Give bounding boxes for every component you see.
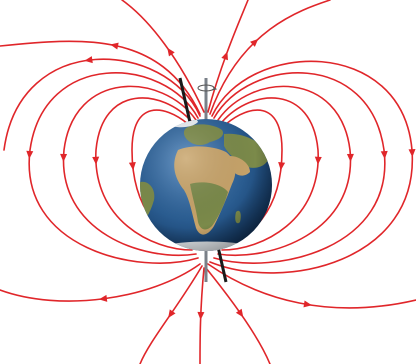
field-direction-arrow — [221, 51, 228, 61]
rotation-arrow-icon — [197, 84, 218, 92]
field-direction-arrow — [278, 162, 286, 171]
field-direction-arrow — [408, 149, 416, 158]
field-direction-arrow — [167, 47, 175, 57]
field-arrows — [26, 38, 416, 320]
field-direction-arrow — [235, 308, 244, 318]
field-direction-arrow — [197, 311, 205, 320]
field-line-left-4 — [28, 72, 199, 264]
field-direction-arrow — [250, 38, 259, 47]
field-line-right-8 — [205, 267, 271, 364]
field-direction-arrow — [303, 300, 312, 308]
field-line-right-3 — [217, 85, 352, 256]
field-line-right-9 — [207, 0, 249, 113]
field-direction-arrow — [168, 309, 176, 318]
field-line-right-7 — [207, 263, 416, 309]
field-direction-arrow — [380, 150, 388, 160]
field-direction-arrow — [98, 294, 108, 302]
field-line-left-9 — [121, 0, 205, 113]
field-direction-arrow — [128, 162, 136, 171]
field-direction-arrow — [60, 153, 68, 162]
field-direction-arrow — [314, 156, 322, 165]
field-line-right-2 — [221, 97, 319, 251]
field-direction-arrow — [110, 42, 119, 50]
field-line-right-6 — [209, 0, 331, 115]
field-direction-arrow — [92, 156, 100, 165]
field-direction-arrow — [84, 56, 93, 64]
field-line-left-10 — [199, 267, 205, 364]
field-line-left-7 — [0, 263, 201, 302]
field-line-right-4 — [213, 72, 386, 264]
field-direction-arrow — [26, 150, 34, 159]
field-direction-arrow — [346, 153, 354, 162]
field-line-left-2 — [95, 97, 193, 251]
field-line-left-3 — [62, 85, 197, 256]
field-line-left-8 — [139, 265, 203, 364]
earth-globe — [140, 119, 272, 251]
